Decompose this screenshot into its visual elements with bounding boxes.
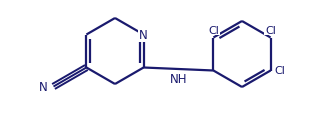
- Text: N: N: [39, 80, 48, 93]
- Text: N: N: [139, 29, 148, 42]
- Text: Cl: Cl: [208, 25, 219, 35]
- Text: NH: NH: [170, 73, 187, 86]
- Text: Cl: Cl: [265, 25, 276, 35]
- Text: Cl: Cl: [275, 66, 285, 76]
